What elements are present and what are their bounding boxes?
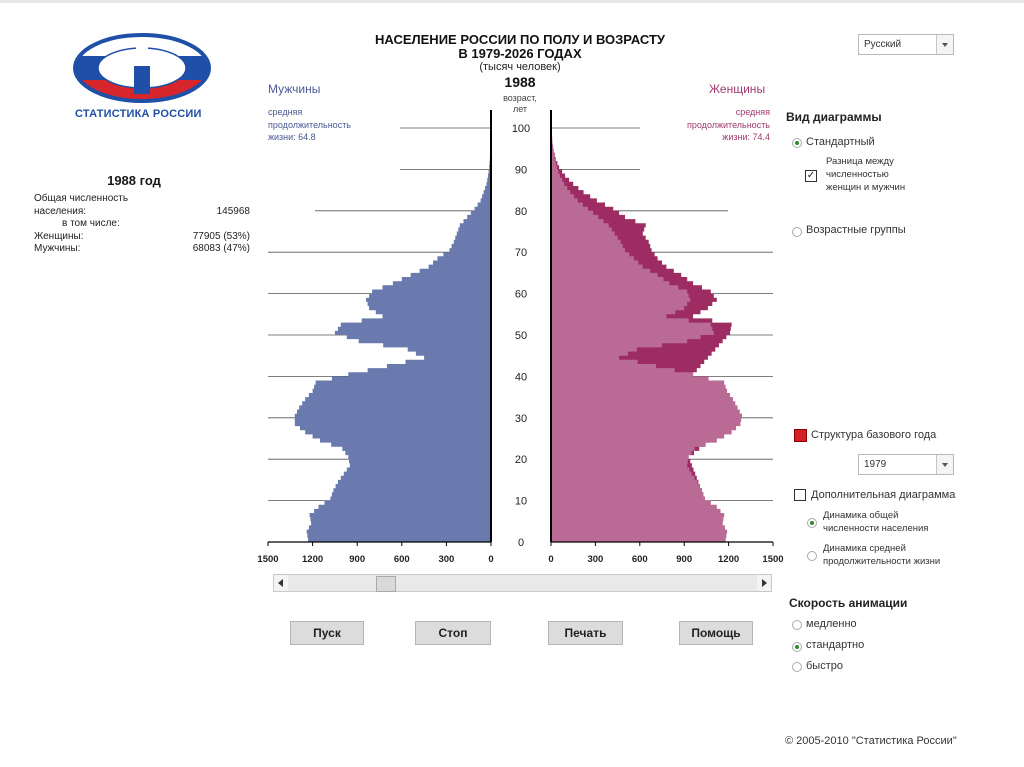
radio-fast[interactable] [792, 662, 802, 672]
rosstat-logo [73, 33, 211, 103]
arrow-right-icon [762, 579, 767, 587]
year-scrollbar[interactable] [273, 574, 772, 592]
stats-men-label: Мужчины: [34, 243, 81, 254]
checkbox-base-structure[interactable] [794, 429, 807, 442]
stats-incl: в том числе: [62, 218, 120, 229]
x-tick-label-left: 1500 [257, 554, 278, 565]
stats-year: 1988 год [107, 173, 161, 188]
age-tick-label: 50 [515, 330, 527, 342]
men-area [294, 123, 491, 543]
label-base-structure: Структура базового года [811, 429, 937, 441]
x-tick-label-left: 600 [394, 554, 410, 565]
label-fast: быстро [806, 660, 843, 672]
label-normal: стандартно [806, 639, 865, 651]
chart-title-line1: НАСЕЛЕНИЕ РОССИИ ПО ПОЛУ И ВОЗРАСТУ [375, 32, 665, 47]
age-axis-label: возраст, [503, 93, 537, 103]
label-standard: Стандартный [806, 136, 875, 148]
age-tick-label: 80 [515, 206, 527, 218]
stats-women-label: Женщины: [34, 231, 84, 242]
label-difference: Разница между численностью женщин и мужч… [826, 156, 906, 193]
women-area [551, 123, 742, 543]
label-dynamics-total: Динамика общей численности населения [823, 510, 929, 534]
top-border [0, 0, 1024, 3]
women-life-expectancy: средняя продолжительность жизни: 74.4 [687, 107, 770, 142]
radio-dynamics-life[interactable] [807, 551, 817, 561]
stats-total-value: 145968 [216, 206, 250, 217]
label-dynamics-life: Динамика средней продолжительности жизни [823, 543, 941, 567]
age-tick-label: 0 [518, 537, 524, 549]
label-extra-chart: Дополнительная диаграмма [811, 489, 956, 501]
x-tick-label-left: 0 [488, 554, 493, 565]
chart-subtitle: (тысяч человек) [479, 61, 561, 73]
age-tick-label: 30 [515, 413, 527, 425]
age-tick-label: 40 [515, 371, 527, 383]
language-select[interactable]: Русский [858, 34, 954, 55]
age-tick-label: 20 [515, 454, 527, 466]
radio-dynamics-total[interactable] [807, 518, 817, 528]
x-tick-label-left: 300 [438, 554, 454, 565]
brand-name: СТАТИСТИКА РОССИИ [75, 108, 202, 120]
men-label: Мужчины [268, 82, 321, 96]
age-tick-label: 10 [515, 496, 527, 508]
scroll-left-arrow[interactable] [274, 575, 288, 591]
scroll-right-arrow[interactable] [757, 575, 771, 591]
base-year-value: 1979 [864, 459, 887, 470]
label-age-groups: Возрастные группы [806, 224, 906, 236]
x-tick-label-right: 900 [676, 554, 692, 565]
language-value: Русский [864, 39, 902, 50]
age-tick-label: 70 [515, 247, 527, 259]
age-tick-label: 90 [515, 164, 527, 176]
stats-total-label2: населения: [34, 206, 87, 217]
radio-age-groups[interactable] [792, 227, 802, 237]
women-label: Женщины [709, 82, 766, 96]
speed-title: Скорость анимации [789, 596, 908, 610]
label-slow: медленно [806, 618, 857, 630]
radio-standard[interactable] [792, 138, 802, 148]
stats-women-value: 77905 (53%) [192, 231, 250, 242]
population-pyramid: 0 10 20 30 40 50 60 70 80 90 100 1500 1200 900 600 300 0… [257, 110, 784, 565]
scroll-thumb[interactable] [376, 576, 396, 592]
current-year: 1988 [504, 74, 536, 90]
checkbox-difference[interactable]: ✓ [805, 170, 817, 182]
x-tick-label-right: 1500 [762, 554, 783, 565]
stop-button[interactable]: Стоп [415, 621, 491, 645]
arrow-left-icon [278, 579, 283, 587]
age-axis-label-unit: лет [512, 104, 528, 114]
print-button[interactable]: Печать [548, 621, 623, 645]
radio-slow[interactable] [792, 620, 802, 630]
help-button[interactable]: Помощь [679, 621, 753, 645]
x-tick-label-left: 1200 [302, 554, 323, 565]
radio-normal[interactable] [792, 642, 802, 652]
age-tick-label: 100 [512, 123, 530, 135]
men-life-expectancy: средняя продолжительность жизни: 64.8 [268, 107, 351, 142]
checkbox-extra-chart[interactable] [794, 489, 806, 501]
age-tick-label: 60 [515, 289, 527, 301]
x-tick-label-right: 1200 [718, 554, 739, 565]
x-tick-label-right: 300 [587, 554, 603, 565]
stats-total-label: Общая численность [34, 193, 129, 204]
x-tick-label-left: 900 [349, 554, 365, 565]
chevron-down-icon[interactable] [936, 35, 953, 54]
chart-title-line2: В 1979-2026 ГОДАХ [458, 46, 582, 61]
chevron-down-icon[interactable] [936, 455, 953, 474]
copyright: © 2005-2010 "Статистика России" [785, 735, 957, 747]
stats-men-value: 68083 (47%) [192, 243, 250, 254]
base-year-select[interactable]: 1979 [858, 454, 954, 475]
view-title: Вид диаграммы [786, 110, 882, 124]
x-tick-label-right: 600 [632, 554, 648, 565]
start-button[interactable]: Пуск [290, 621, 364, 645]
x-tick-label-right: 0 [548, 554, 553, 565]
